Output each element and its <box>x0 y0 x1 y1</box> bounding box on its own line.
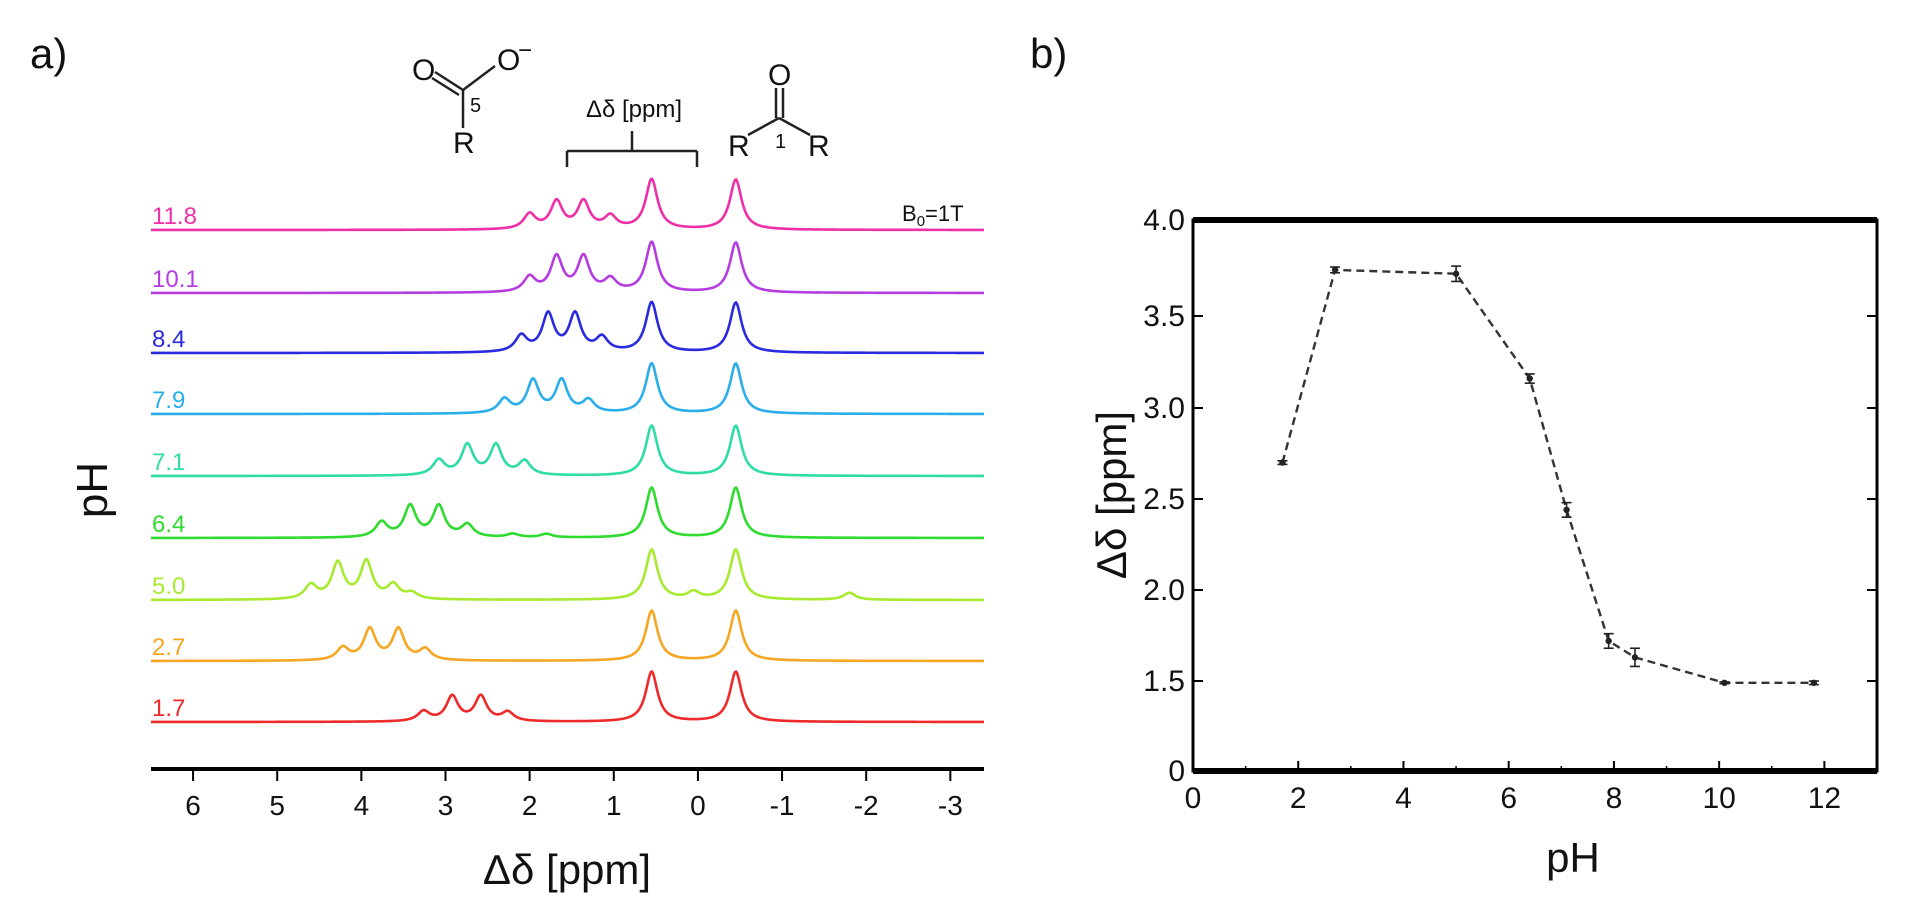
delta-bracket <box>565 131 699 167</box>
panel-a-x-axis-label: Δδ [ppm] <box>483 846 651 893</box>
spectrum-label-ph: 8.4 <box>152 326 185 353</box>
panel-a-x-tick-label: -1 <box>770 790 795 821</box>
panel-a-y-axis-label: pH <box>68 462 117 518</box>
ketone-r-left: R <box>728 130 750 163</box>
spectrum-line-ph-2.7 <box>151 608 984 663</box>
panel-a-x-tick-label: -2 <box>854 790 879 821</box>
spectra-traces: 11.8 10.1 8.4 7.9 7.1 6.4 5.0 2.7 1.7 <box>151 177 985 724</box>
spectrum-label-ph: 5.0 <box>152 573 185 600</box>
panel-b-y-tick-label: 3.0 <box>1143 392 1185 425</box>
panel-b-data-point <box>1808 679 1819 686</box>
panel-a-x-tick-label: 0 <box>690 790 706 821</box>
field-strength-label: B0=1T <box>902 201 964 230</box>
panel-b-data-point <box>1277 459 1288 466</box>
panel-a-x-tick-label: 6 <box>185 790 201 821</box>
spectrum-label-ph: 6.4 <box>152 511 185 538</box>
carboxylate-oxygen-right: O <box>497 44 520 77</box>
panel-b-x-axis-label: pH <box>1546 834 1600 881</box>
panel-b-data-point <box>1524 373 1535 384</box>
bracket-label: Δδ [ppm] <box>586 96 682 123</box>
panel-a-x-tick-label: 1 <box>606 790 622 821</box>
panel-a-x-ticks: 6 5 4 3 2 1 0 -1 -2 -3 <box>185 769 963 821</box>
panel-b-y-tick-label: 2.5 <box>1143 483 1185 516</box>
panel-a-x-tick-label: 4 <box>354 790 370 821</box>
spectrum-line-ph-6.4 <box>151 485 984 540</box>
spectrum-label-ph: 7.1 <box>152 449 185 476</box>
panel-a-x-tick-label: 2 <box>522 790 538 821</box>
panel-b-ticks: 0 2 4 6 8 10 12 0 1.5 2.0 2.5 3.0 3.5 4.0 <box>1143 204 1877 815</box>
carboxylate-charge: − <box>518 37 532 64</box>
spectrum-label-ph: 11.8 <box>152 203 197 230</box>
spectrum-label-ph: 1.7 <box>152 695 185 722</box>
spectrum-line-ph-10.1 <box>151 240 984 295</box>
carboxylate-structure <box>431 65 496 128</box>
panel-b-x-tick-label: 4 <box>1395 782 1412 815</box>
ketone-r-right: R <box>808 130 830 163</box>
panel-a-x-tick-label: 3 <box>438 790 454 821</box>
panel-b-label: b) <box>1030 30 1067 77</box>
panel-b-data-point <box>1451 265 1462 283</box>
spectrum-label-ph: 2.7 <box>152 634 185 661</box>
panel-b-series <box>1277 265 1819 686</box>
panel-b-data-point <box>1629 647 1640 668</box>
ketone-oxygen: O <box>768 59 791 92</box>
spectrum-line-ph-8.4 <box>151 300 985 355</box>
ketone-structure <box>747 88 811 137</box>
panel-b-plot-frame <box>1191 218 1879 773</box>
carboxylate-r: R <box>453 127 475 160</box>
panel-a-label: a) <box>30 30 67 77</box>
carboxylate-carbon-number: 5 <box>470 95 481 117</box>
panel-b-y-tick-label: 3.5 <box>1143 300 1185 333</box>
panel-b-data-point <box>1603 632 1614 650</box>
panel-b-x-tick-label: 0 <box>1185 782 1202 815</box>
panel-b-y-tick-label: 4.0 <box>1143 204 1185 237</box>
panel-b-y-tick-label: 1.5 <box>1143 665 1185 698</box>
spectrum-line-ph-5.0 <box>151 547 984 602</box>
spectrum-line-ph-1.7 <box>151 669 984 724</box>
spectrum-label-ph: 7.9 <box>152 387 185 414</box>
spectrum-line-ph-11.8 <box>151 177 984 232</box>
spectrum-line-ph-7.1 <box>151 423 984 478</box>
panel-a-x-tick-label: 5 <box>269 790 285 821</box>
panel-b-x-tick-label: 8 <box>1606 782 1623 815</box>
spectrum-label-ph: 10.1 <box>152 266 199 293</box>
panel-b-x-tick-label: 6 <box>1500 782 1517 815</box>
panel-b-x-tick-label: 12 <box>1808 782 1841 815</box>
panel-b-y-axis-label: Δδ [ppm] <box>1088 411 1135 579</box>
panel-b-data-line <box>1281 268 1814 684</box>
panel-b-data-point <box>1719 679 1730 686</box>
carboxylate-oxygen-left: O <box>412 54 435 87</box>
spectrum-line-ph-7.9 <box>151 361 984 416</box>
panel-b-x-tick-label: 2 <box>1290 782 1307 815</box>
panel-a-x-tick-label: -3 <box>938 790 963 821</box>
panel-b-y-tick-label: 2.0 <box>1143 574 1185 607</box>
panel-b-x-tick-label: 10 <box>1702 782 1735 815</box>
panel-b-data-point <box>1561 501 1572 519</box>
panel-b-data-point <box>1330 266 1341 274</box>
panel-b-y-tick-label: 0 <box>1168 755 1185 788</box>
ketone-carbon-number: 1 <box>775 131 786 153</box>
